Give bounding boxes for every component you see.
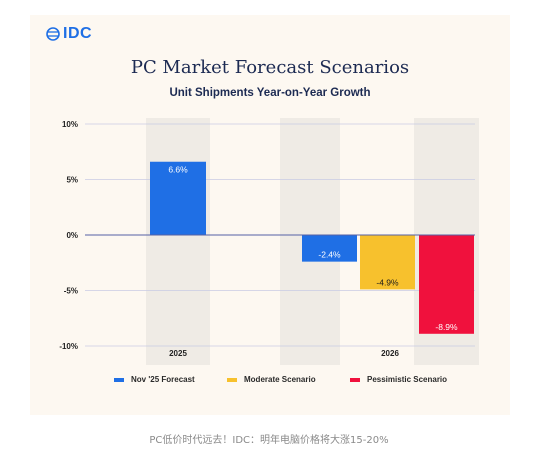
legend-item-pessimistic: Pessimistic Scenario (350, 375, 447, 384)
column-band (146, 118, 210, 365)
bar-data-label: -4.9% (376, 277, 399, 287)
y-tick-label: 0% (66, 231, 78, 240)
bar--8-9pct (419, 235, 474, 334)
chart-card: IDC PC Market Forecast Scenarios Unit Sh… (30, 15, 510, 415)
legend-item-nov-forecast: Nov '25 Forecast (114, 375, 195, 384)
chart-title: PC Market Forecast Scenarios (130, 57, 410, 78)
y-tick-label: 5% (66, 176, 78, 185)
logo-text: IDC (63, 25, 93, 42)
legend-label: Nov '25 Forecast (131, 375, 195, 384)
image-caption: PC低价时代远去！IDC：明年电脑价格将大涨15-20% (149, 435, 389, 446)
y-tick-label: 10% (62, 120, 78, 129)
y-tick-label: -5% (64, 287, 78, 296)
chart-plot: 6.6% -2.4% -4.9% -8.9% 10% 5% 0% -5% -10% 2025 202… (59, 118, 479, 365)
legend-label: Moderate Scenario (244, 375, 316, 384)
bar--2-4pct (302, 235, 357, 262)
legend-item-moderate: Moderate Scenario (227, 375, 316, 384)
bar-data-label: -8.9% (435, 322, 458, 332)
legend-swatch (350, 377, 360, 382)
legend-swatch (114, 377, 124, 382)
legend-label: Pessimistic Scenario (367, 375, 448, 384)
chart-subtitle: Unit Shipments Year-on-Year Growth (169, 87, 371, 99)
idc-logo: IDC (46, 25, 92, 43)
bar--4-9pct (360, 235, 415, 290)
y-tick-label: -10% (59, 342, 78, 351)
bar-6-6pct (150, 161, 206, 235)
bar-data-label: -2.4% (318, 250, 341, 260)
bar-data-label: 6.6% (168, 165, 188, 175)
legend-swatch (227, 377, 237, 382)
globe-icon (46, 27, 60, 41)
x-category-label: 2025 (169, 349, 187, 358)
chart-legend: Nov '25 Forecast Moderate Scenario Pessi… (30, 375, 510, 389)
x-category-label: 2026 (381, 349, 399, 358)
